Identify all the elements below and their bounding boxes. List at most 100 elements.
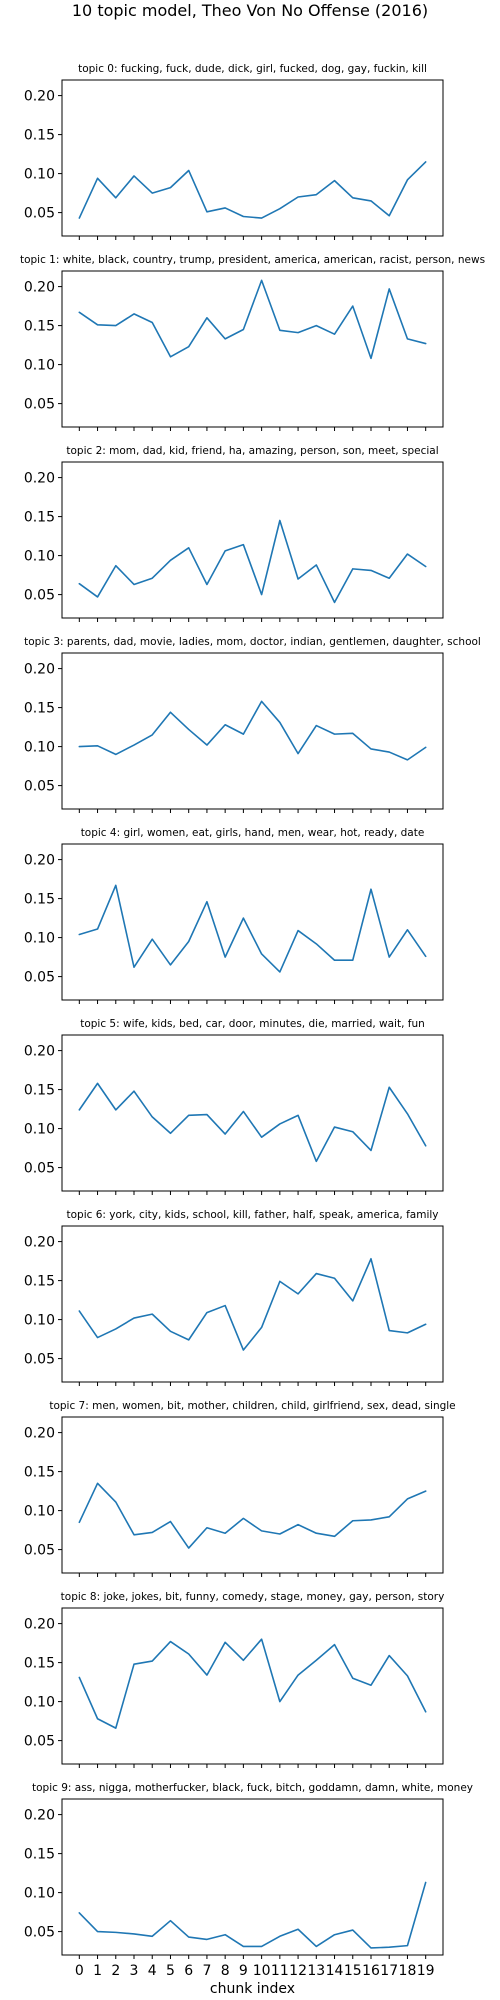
topic-5-chart: topic 5: wife, kids, bed, car, door, min… xyxy=(24,1018,444,1195)
topic-8-plot-frame xyxy=(61,1607,444,1765)
topic-2-series-line xyxy=(78,519,427,604)
topic-9-xtick-label: 1 xyxy=(93,1963,102,1979)
topic-3-plot-frame xyxy=(61,652,444,810)
topic-3-ytick-label: 0.10 xyxy=(24,740,55,756)
topic-7-chart: topic 7: men, women, bit, mother, childr… xyxy=(24,1400,456,1577)
topic-1-ytick-label: 0.15 xyxy=(24,319,55,335)
chart-panels: topic 0: fucking, fuck, dude, dick, girl… xyxy=(20,63,485,1997)
topic-9-xtick-label: 5 xyxy=(166,1963,175,1979)
topic-9-chart: topic 9: ass, nigga, motherfucker, black… xyxy=(24,1782,473,1997)
topic-8-ytick-label: 0.10 xyxy=(24,1695,55,1711)
topic-6-ytick-label: 0.05 xyxy=(24,1352,55,1368)
topic-4-plot-frame xyxy=(61,843,444,1001)
topic-2-ytick-label: 0.20 xyxy=(24,471,55,487)
topic-2-ytick-label: 0.10 xyxy=(24,549,55,565)
topic-9-xtick-label: 4 xyxy=(148,1963,157,1979)
topic-2-plot-frame xyxy=(61,461,444,619)
topic-9-xtick-label: 17 xyxy=(380,1963,398,1979)
topic-3-ytick-label: 0.05 xyxy=(24,779,55,795)
topic-9-ytick-label: 0.20 xyxy=(24,1808,55,1824)
topic-9-xtick-label: 8 xyxy=(221,1963,230,1979)
topic-4-ytick-label: 0.15 xyxy=(24,892,55,908)
topic-9-xtick-label: 9 xyxy=(239,1963,248,1979)
topic-9-xtick-label: 7 xyxy=(202,1963,211,1979)
topic-4-chart: topic 4: girl, women, eat, girls, hand, … xyxy=(24,827,444,1004)
topic-5-ytick-label: 0.05 xyxy=(24,1161,55,1177)
topic-8-ytick-label: 0.05 xyxy=(24,1734,55,1750)
topic-9-xtick-label: 14 xyxy=(326,1963,344,1979)
topic-0-series-line xyxy=(78,161,427,219)
x-axis-label: chunk index xyxy=(210,1981,295,1997)
topic-0-ytick-label: 0.15 xyxy=(24,128,55,144)
topic-9-xtick-label: 12 xyxy=(289,1963,307,1979)
topic-6-chart: topic 6: york, city, kids, school, kill,… xyxy=(24,1209,444,1386)
topic-9-xtick-label: 3 xyxy=(130,1963,139,1979)
topic-9-xtick-label: 16 xyxy=(362,1963,380,1979)
topic-8-ytick-label: 0.20 xyxy=(24,1617,55,1633)
topic-4-ytick-label: 0.20 xyxy=(24,853,55,869)
topic-1-title: topic 1: white, black, country, trump, p… xyxy=(20,254,485,266)
topic-1-ytick-label: 0.10 xyxy=(24,358,55,374)
topic-6-series-line xyxy=(78,1257,427,1351)
topic-7-title: topic 7: men, women, bit, mother, childr… xyxy=(49,1400,455,1412)
topic-9-ytick-label: 0.10 xyxy=(24,1886,55,1902)
topic-9-xtick-label: 19 xyxy=(417,1963,435,1979)
topic-3-ytick-label: 0.20 xyxy=(24,662,55,678)
topic-0-chart: topic 0: fucking, fuck, dude, dick, girl… xyxy=(24,63,444,240)
topic-1-series-line xyxy=(78,279,427,360)
topic-9-xtick-label: 10 xyxy=(253,1963,271,1979)
topic-7-ytick-label: 0.10 xyxy=(24,1504,55,1520)
topic-2-ytick-label: 0.15 xyxy=(24,510,55,526)
topic-7-ytick-label: 0.20 xyxy=(24,1426,55,1442)
topic-5-ytick-label: 0.15 xyxy=(24,1083,55,1099)
topic-6-ytick-label: 0.20 xyxy=(24,1235,55,1251)
topic-5-ytick-label: 0.20 xyxy=(24,1044,55,1060)
topic-5-ytick-label: 0.10 xyxy=(24,1122,55,1138)
topic-9-series-line xyxy=(78,1881,427,1949)
topic-9-xtick-label: 6 xyxy=(184,1963,193,1979)
topic-6-ytick-label: 0.10 xyxy=(24,1313,55,1329)
topic-9-xtick-label: 13 xyxy=(307,1963,325,1979)
topic-8-series-line xyxy=(78,1638,427,1729)
topic-6-ytick-label: 0.15 xyxy=(24,1274,55,1290)
topic-5-plot-frame xyxy=(61,1034,444,1192)
topic-3-chart: topic 3: parents, dad, movie, ladies, mo… xyxy=(24,636,481,813)
topic-8-chart: topic 8: joke, jokes, bit, funny, comedy… xyxy=(24,1591,445,1768)
topic-5-series-line xyxy=(78,1082,427,1163)
topic-3-ytick-label: 0.15 xyxy=(24,701,55,717)
topic-1-chart: topic 1: white, black, country, trump, p… xyxy=(20,254,485,431)
topic-4-series-line xyxy=(78,884,427,973)
topic-2-title: topic 2: mom, dad, kid, friend, ha, amaz… xyxy=(66,445,438,457)
topic-2-ytick-label: 0.05 xyxy=(24,588,55,604)
topic-4-title: topic 4: girl, women, eat, girls, hand, … xyxy=(81,827,425,839)
topic-1-ytick-label: 0.20 xyxy=(24,280,55,296)
topic-4-ytick-label: 0.10 xyxy=(24,931,55,947)
topic-7-plot-frame xyxy=(61,1416,444,1574)
topic-3-series-line xyxy=(78,700,427,761)
topic-1-ytick-label: 0.05 xyxy=(24,397,55,413)
topic-5-title: topic 5: wife, kids, bed, car, door, min… xyxy=(80,1018,425,1030)
topic-0-ytick-label: 0.20 xyxy=(24,89,55,105)
topic-9-plot-frame xyxy=(61,1798,444,1956)
figure-title: 10 topic model, Theo Von No Offense (201… xyxy=(72,1,428,20)
topic-3-title: topic 3: parents, dad, movie, ladies, mo… xyxy=(24,636,481,648)
topic-0-ytick-label: 0.05 xyxy=(24,206,55,222)
topic-9-xtick-label: 11 xyxy=(271,1963,289,1979)
topic-4-ytick-label: 0.05 xyxy=(24,970,55,986)
topic-9-xtick-label: 0 xyxy=(75,1963,84,1979)
topic-0-plot-frame xyxy=(61,79,444,237)
topic-7-series-line xyxy=(78,1482,427,1549)
topic-9-xtick-label: 18 xyxy=(399,1963,417,1979)
topic-9-title: topic 9: ass, nigga, motherfucker, black… xyxy=(32,1782,473,1794)
topic-9-xtick-label: 15 xyxy=(344,1963,362,1979)
topic-0-title: topic 0: fucking, fuck, dude, dick, girl… xyxy=(78,63,427,75)
topic-6-title: topic 6: york, city, kids, school, kill,… xyxy=(66,1209,438,1221)
topic-7-ytick-label: 0.05 xyxy=(24,1543,55,1559)
topic-9-ytick-label: 0.15 xyxy=(24,1847,55,1863)
topic-9-ytick-label: 0.05 xyxy=(24,1925,55,1941)
topic-7-ytick-label: 0.15 xyxy=(24,1465,55,1481)
topic-8-title: topic 8: joke, jokes, bit, funny, comedy… xyxy=(61,1591,445,1603)
topic-8-ytick-label: 0.15 xyxy=(24,1656,55,1672)
topic-9-xtick-label: 2 xyxy=(111,1963,120,1979)
